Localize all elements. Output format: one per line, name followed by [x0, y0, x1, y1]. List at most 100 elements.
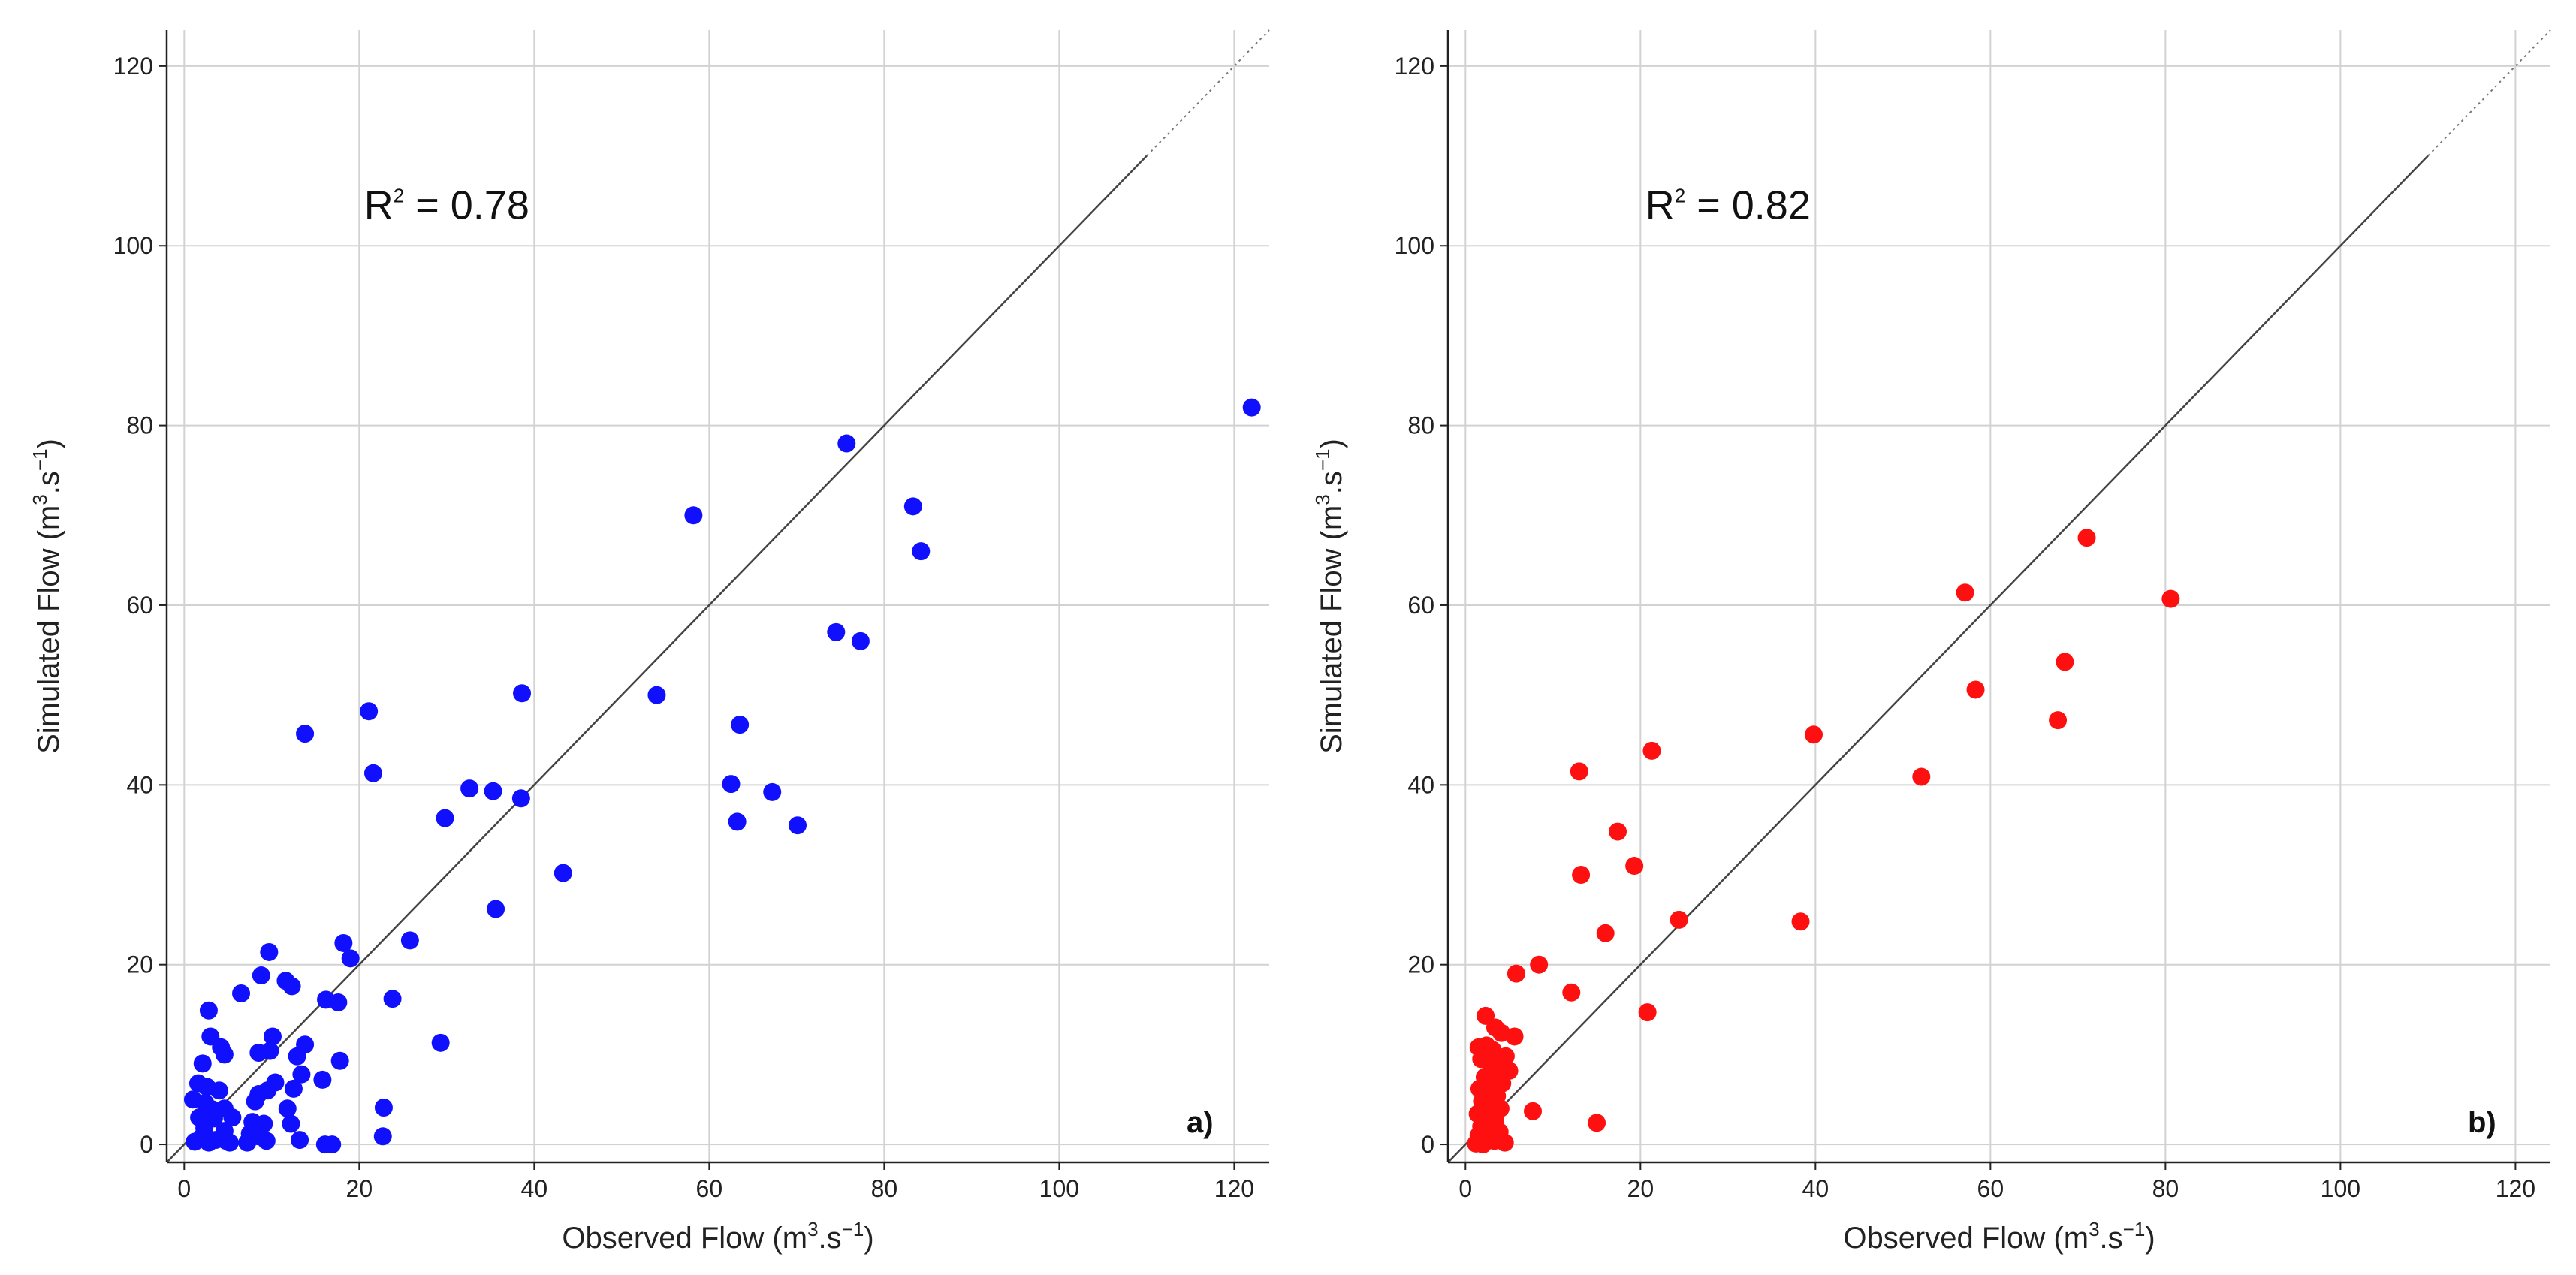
data-point: [431, 1033, 450, 1052]
data-point: [257, 1132, 276, 1150]
x-tick-label: 40: [521, 1175, 548, 1202]
y-tick-label: 0: [140, 1131, 153, 1158]
data-point: [193, 1054, 212, 1073]
x-tick-label: 60: [1977, 1175, 2004, 1202]
y-axis-title-text: Simulated Flow (m: [1315, 505, 1348, 754]
data-point: [554, 864, 572, 882]
x-axis-title-text: Observed Flow (m: [1843, 1222, 2089, 1255]
data-point: [684, 506, 703, 525]
data-point: [210, 1081, 228, 1100]
data-point: [647, 686, 666, 704]
y-axis-title-superscript: −1: [29, 448, 51, 471]
data-point: [2049, 711, 2068, 730]
data-point: [223, 1108, 242, 1127]
data-point: [360, 702, 379, 721]
data-point: [282, 977, 301, 996]
data-point: [436, 809, 454, 827]
data-point: [291, 1131, 309, 1150]
one-to-one-line-extension: [2427, 29, 2551, 157]
y-tick-label: 120: [113, 53, 153, 80]
y-tick-label: 80: [126, 412, 153, 439]
y-tick-label: 40: [126, 771, 153, 798]
y-axis-title-text: Simulated Flow (m: [32, 505, 65, 754]
one-to-one-line: [1447, 155, 2429, 1163]
data-point: [313, 1070, 332, 1089]
data-point: [323, 1135, 342, 1154]
data-point: [329, 993, 348, 1011]
y-axis-title-text: ): [1315, 439, 1348, 448]
data-point: [1474, 1135, 1492, 1154]
data-point: [1524, 1102, 1543, 1120]
data-point: [722, 775, 741, 794]
data-point: [1507, 964, 1525, 983]
y-axis-title: Simulated Flow (m3.s−1): [1311, 439, 1348, 754]
x-axis-title-text: ): [2145, 1222, 2155, 1255]
data-point: [1642, 741, 1661, 760]
data-point: [1791, 912, 1810, 931]
data-point: [186, 1132, 204, 1151]
x-tick-label: 120: [1214, 1175, 1254, 1202]
data-point: [511, 789, 530, 808]
data-point: [334, 933, 353, 952]
x-tick-label: 0: [1458, 1175, 1472, 1202]
x-axis-title-superscript: −1: [2123, 1218, 2146, 1240]
y-tick-label: 60: [1407, 592, 1434, 619]
data-point: [763, 782, 782, 801]
data-point: [252, 966, 270, 985]
scatter-panel-b: 00 20 20 40 40 60 60 80 80 100 100 120 120 Observed F…: [1311, 29, 2551, 1255]
data-point: [215, 1045, 234, 1064]
y-tick-label: 100: [113, 232, 153, 259]
data-point: [263, 1027, 282, 1046]
data-point: [731, 716, 750, 734]
y-tick-label: 80: [1407, 412, 1434, 439]
data-point: [1966, 680, 1985, 699]
one-to-one-line: [166, 155, 1148, 1163]
data-point: [851, 631, 870, 650]
y-tick-label: 20: [126, 951, 153, 978]
data-point: [1609, 822, 1627, 841]
r-squared-superscript: 2: [1675, 184, 1685, 206]
data-point: [199, 1001, 218, 1020]
data-point: [400, 931, 419, 950]
data-point: [260, 942, 279, 961]
data-point: [728, 812, 747, 831]
data-point: [513, 684, 532, 703]
data-point: [1505, 1027, 1524, 1046]
panel-label: a): [1187, 1106, 1214, 1139]
data-point: [1912, 767, 1931, 786]
x-axis-title-text: Observed Flow (m: [562, 1222, 807, 1255]
data-point: [2161, 589, 2180, 608]
y-axis-title-superscript: 3: [1311, 494, 1334, 505]
data-point: [1530, 955, 1549, 974]
data-point: [1625, 857, 1644, 876]
data-point: [903, 497, 922, 516]
x-axis-title-text: .s: [2100, 1222, 2123, 1255]
x-axis-title-text: .s: [819, 1222, 842, 1255]
x-tick-label: 20: [1627, 1175, 1654, 1202]
y-axis-title-text: .s: [32, 471, 65, 494]
data-point: [296, 725, 315, 743]
r-squared-annotation: R2 = 0.82: [1645, 182, 1811, 228]
data-point: [1596, 924, 1615, 942]
data-point: [789, 816, 807, 835]
data-point: [1670, 910, 1688, 929]
x-tick-label: 100: [1039, 1175, 1079, 1202]
one-to-one-line-extension: [1146, 29, 1270, 157]
x-tick-label: 40: [1802, 1175, 1829, 1202]
data-point: [220, 1133, 239, 1152]
x-axis-title-superscript: 3: [2089, 1218, 2099, 1240]
y-tick-label: 0: [1421, 1131, 1434, 1158]
data-point: [282, 1114, 300, 1133]
data-point: [1570, 762, 1588, 781]
data-point: [1495, 1133, 1514, 1152]
scatter-panel-a: 00 20 20 40 40 60 60 80 80 100 100 120 120 Observed F…: [29, 29, 1270, 1255]
r-squared-annotation: R2 = 0.78: [364, 182, 529, 228]
y-tick-label: 120: [1395, 53, 1434, 80]
y-axis-title-superscript: 3: [29, 494, 51, 505]
x-tick-label: 0: [177, 1175, 191, 1202]
panel-label: b): [2468, 1106, 2496, 1139]
data-point: [330, 1051, 349, 1070]
x-tick-label: 20: [346, 1175, 373, 1202]
data-point: [383, 990, 402, 1008]
data-point: [2056, 653, 2074, 671]
